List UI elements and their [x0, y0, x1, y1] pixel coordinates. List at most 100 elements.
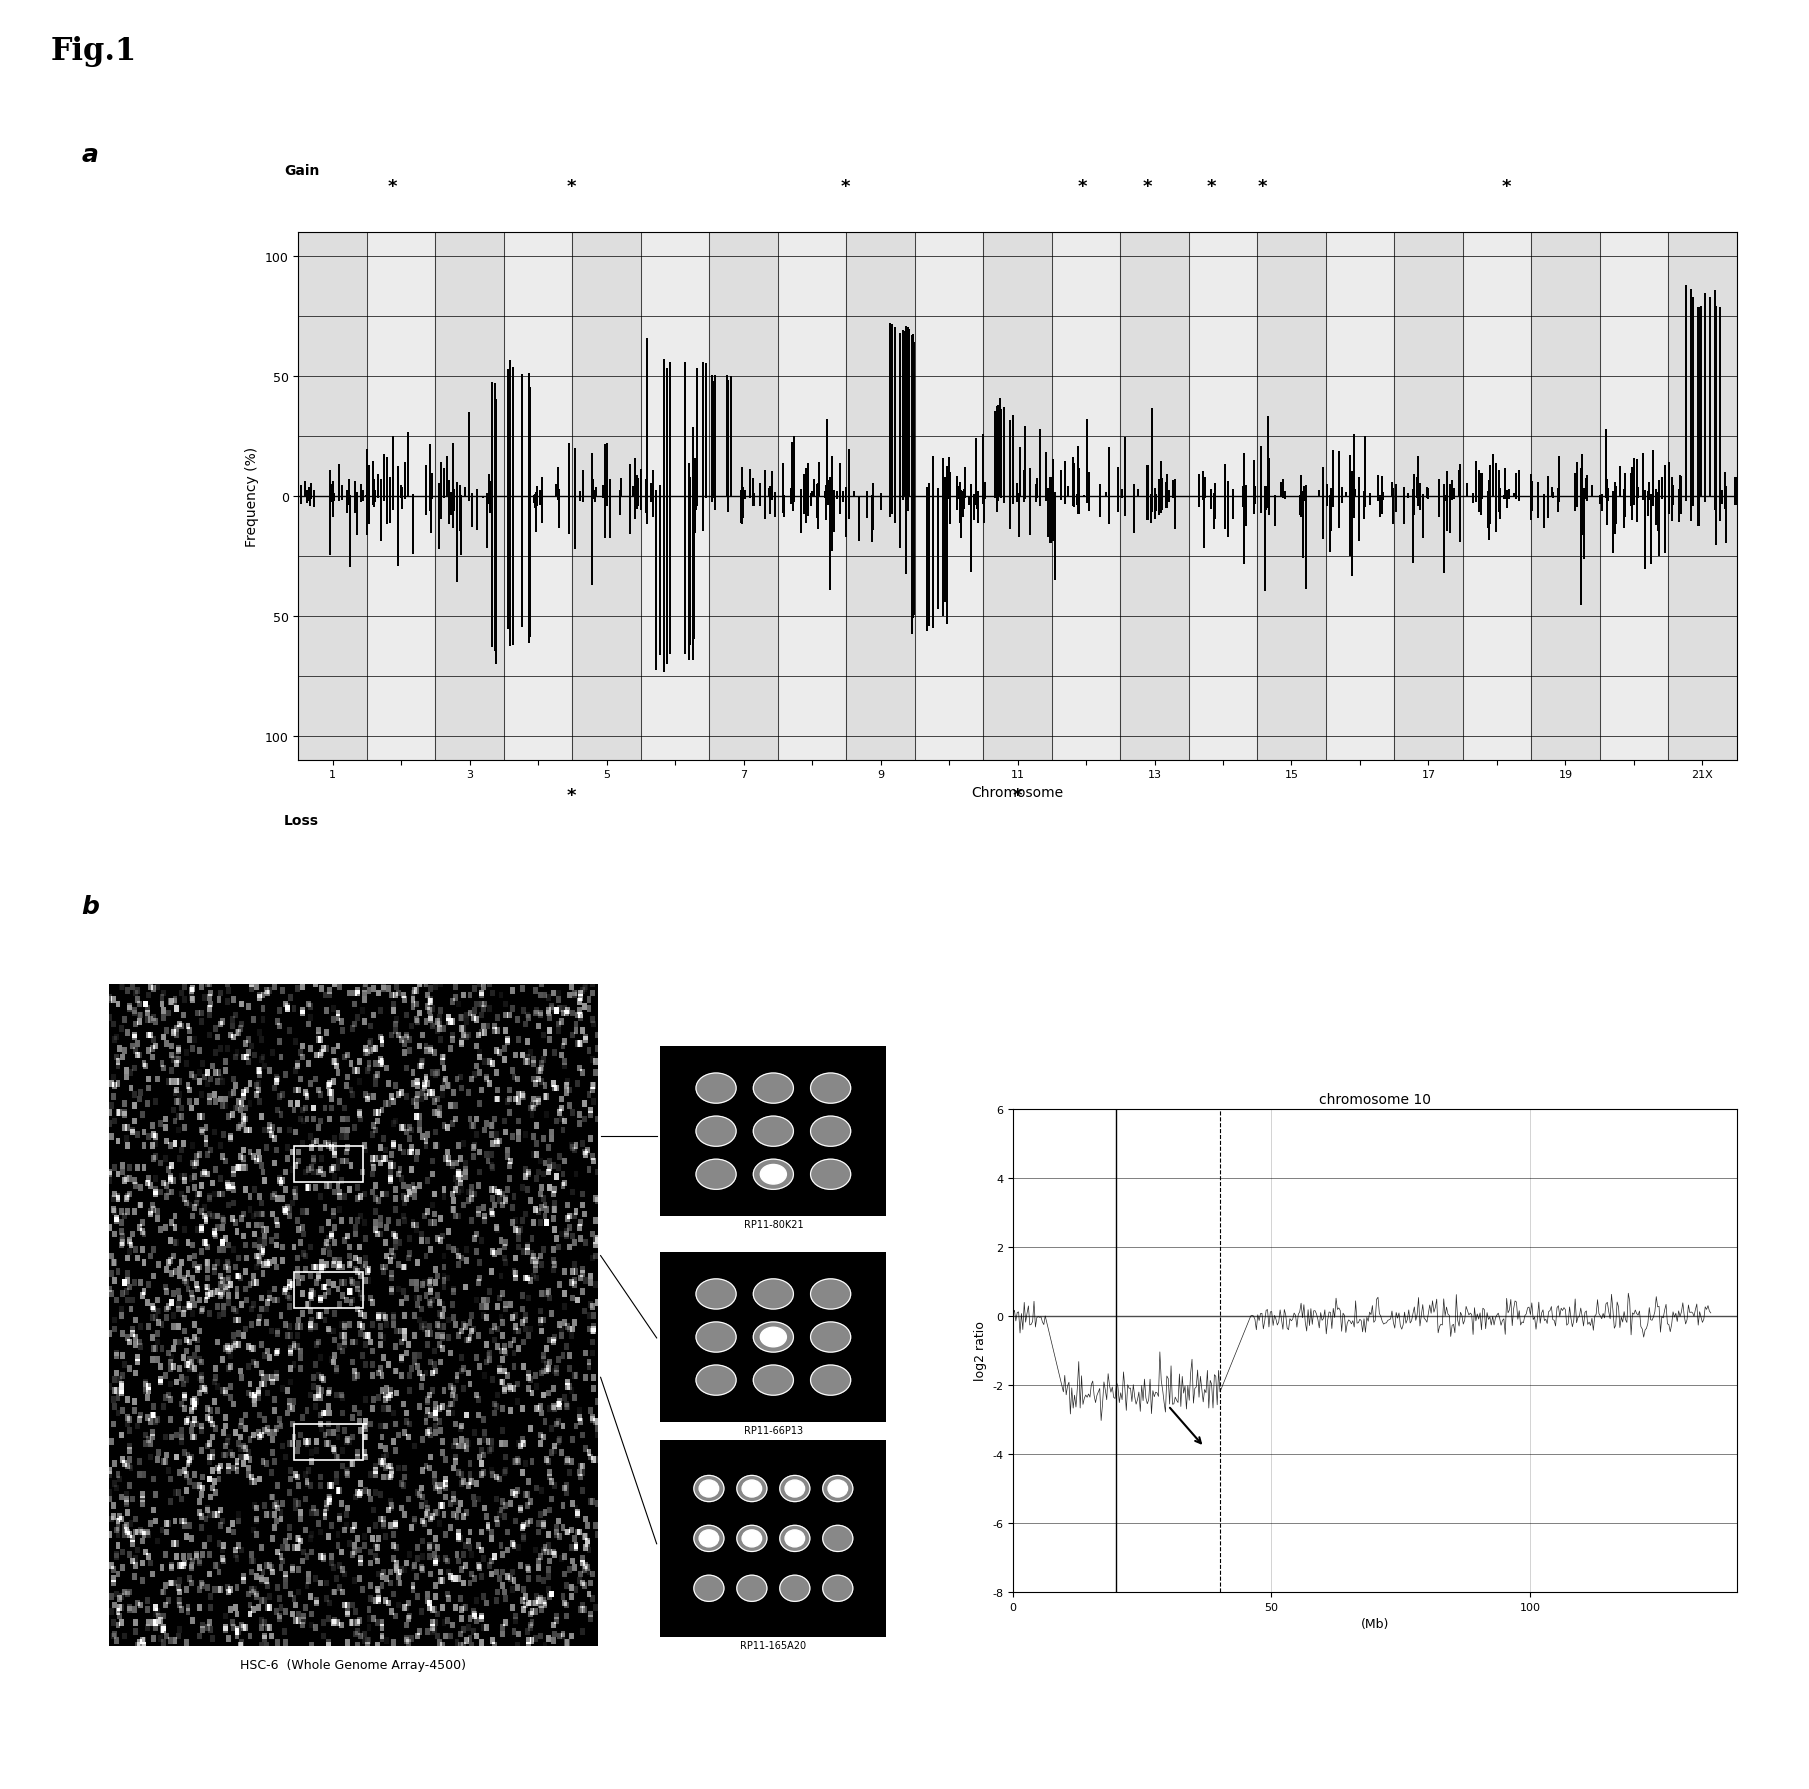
Bar — [695, 471, 696, 497]
Bar — [1018, 497, 1020, 538]
Bar — [1606, 479, 1608, 497]
Bar — [970, 485, 971, 497]
Bar — [791, 497, 792, 504]
Bar — [830, 497, 832, 551]
Bar — [926, 497, 928, 632]
Bar — [1299, 497, 1301, 512]
Bar — [696, 369, 698, 497]
Bar — [362, 490, 364, 497]
Bar — [1606, 497, 1608, 526]
Bar — [693, 494, 695, 497]
Bar — [535, 497, 537, 504]
Bar — [295, 1147, 362, 1183]
Bar — [535, 497, 537, 506]
Bar — [640, 233, 709, 760]
Bar — [1623, 497, 1624, 528]
Bar — [1022, 497, 1024, 503]
Bar — [1624, 497, 1626, 499]
Bar — [888, 324, 890, 497]
Bar — [646, 497, 648, 513]
Bar — [695, 497, 696, 504]
Bar — [1460, 497, 1462, 544]
Bar — [910, 336, 914, 497]
Bar — [742, 497, 743, 524]
Bar — [899, 335, 901, 497]
Bar — [452, 490, 456, 497]
Bar — [695, 471, 696, 497]
Bar — [975, 438, 977, 497]
Bar — [1322, 497, 1324, 503]
Bar — [393, 437, 394, 497]
Bar — [691, 497, 695, 660]
Bar — [742, 467, 743, 497]
Circle shape — [753, 1279, 794, 1310]
Bar — [944, 497, 946, 603]
Bar — [763, 497, 765, 519]
Bar — [1038, 497, 1040, 506]
Bar — [346, 490, 347, 497]
Bar — [1076, 497, 1078, 504]
Bar — [1489, 497, 1491, 524]
Bar — [847, 233, 915, 760]
Bar — [1530, 476, 1532, 497]
Bar — [1474, 462, 1476, 497]
Bar — [1254, 487, 1255, 497]
Bar — [1581, 454, 1583, 497]
Bar — [1585, 497, 1588, 501]
Bar — [997, 497, 999, 513]
Bar — [1245, 497, 1246, 504]
Bar — [1538, 483, 1539, 497]
Bar — [476, 497, 478, 531]
Bar — [1353, 435, 1355, 497]
Bar — [1351, 472, 1353, 497]
Bar — [1487, 497, 1489, 503]
Bar — [1592, 485, 1594, 497]
Bar — [635, 497, 637, 510]
Bar — [942, 458, 944, 497]
Bar — [1035, 479, 1038, 497]
Bar — [1634, 497, 1635, 506]
Bar — [830, 497, 832, 544]
Bar — [903, 331, 904, 497]
Bar — [1643, 453, 1644, 497]
Bar — [331, 497, 333, 503]
Bar — [568, 497, 570, 535]
Text: *: * — [1078, 177, 1087, 195]
Circle shape — [698, 1530, 718, 1547]
Bar — [1715, 497, 1717, 546]
Bar — [836, 492, 838, 497]
Bar — [1530, 497, 1532, 521]
Circle shape — [695, 1576, 724, 1601]
Bar — [1000, 497, 1002, 499]
Bar — [1151, 408, 1152, 497]
Bar — [1480, 497, 1482, 515]
Bar — [1105, 494, 1107, 497]
Text: Loss: Loss — [284, 812, 318, 827]
Bar — [573, 497, 577, 513]
Bar — [1301, 476, 1302, 497]
Bar — [1576, 497, 1577, 501]
Bar — [792, 497, 794, 512]
Bar — [957, 497, 959, 501]
Bar — [695, 497, 696, 533]
Bar — [1664, 488, 1666, 497]
Bar — [1427, 497, 1429, 499]
Bar — [1664, 465, 1666, 497]
Circle shape — [696, 1116, 736, 1147]
Bar — [1395, 497, 1397, 513]
Bar — [1516, 497, 1518, 499]
Bar — [1189, 233, 1257, 760]
Bar — [425, 465, 427, 497]
Bar — [1672, 485, 1673, 497]
Bar — [1227, 497, 1228, 537]
Bar — [633, 497, 637, 521]
Bar — [490, 497, 494, 640]
Bar — [1053, 497, 1055, 542]
Bar — [1227, 497, 1228, 517]
Bar — [438, 497, 440, 519]
Bar — [1583, 497, 1585, 503]
Bar — [791, 488, 792, 497]
Bar — [1637, 460, 1639, 497]
Bar — [1241, 487, 1243, 497]
Bar — [1612, 492, 1614, 497]
